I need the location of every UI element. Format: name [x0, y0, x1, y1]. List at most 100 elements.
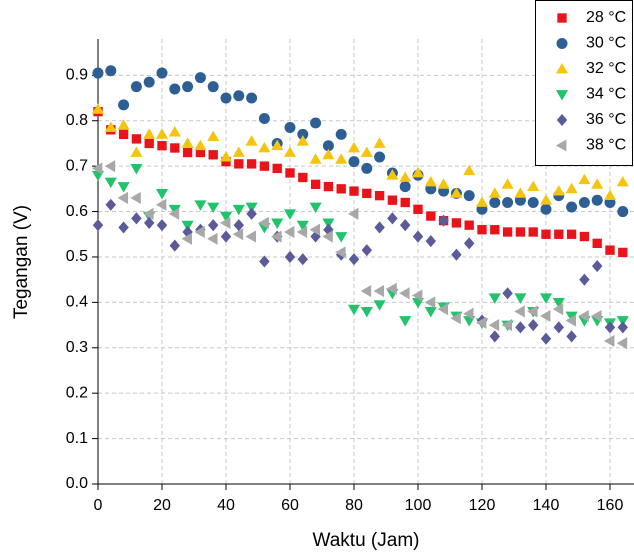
marker [91, 162, 103, 175]
marker [463, 190, 475, 202]
marker [220, 230, 232, 243]
marker [118, 99, 130, 111]
marker [207, 232, 218, 245]
marker [296, 135, 309, 146]
marker [617, 321, 629, 334]
x-tick-label: 140 [533, 497, 560, 514]
marker [298, 172, 308, 183]
marker [155, 188, 169, 200]
marker [515, 321, 526, 334]
x-tick-label: 160 [597, 497, 624, 514]
marker [591, 259, 603, 273]
marker [450, 187, 463, 198]
marker [245, 135, 258, 146]
marker [514, 305, 525, 318]
marker [194, 200, 207, 211]
marker [284, 122, 296, 134]
marker [181, 232, 192, 245]
marker [515, 227, 526, 237]
marker [489, 196, 501, 208]
marker [592, 238, 602, 249]
marker [477, 225, 487, 235]
marker [527, 319, 539, 332]
marker [182, 81, 194, 93]
marker [616, 337, 628, 350]
legend-label: 28 °C [586, 9, 626, 26]
marker [130, 191, 141, 204]
marker [425, 235, 437, 248]
marker [386, 169, 399, 180]
marker [283, 225, 295, 239]
marker [347, 207, 359, 220]
marker [195, 147, 206, 158]
marker [130, 164, 143, 175]
marker [565, 314, 576, 327]
marker [322, 140, 334, 152]
marker [617, 206, 629, 218]
marker [451, 248, 462, 261]
marker [424, 307, 437, 318]
marker [540, 332, 552, 345]
legend-label: 34 °C [586, 86, 626, 103]
marker [488, 187, 501, 198]
y-tick-label: 0.4 [66, 294, 88, 311]
marker [104, 160, 116, 173]
marker [219, 151, 233, 162]
marker [373, 137, 386, 148]
marker [426, 211, 436, 221]
marker [591, 309, 602, 323]
y-tick-label: 0.0 [66, 475, 88, 492]
marker [374, 221, 385, 234]
legend-label: 30 °C [586, 35, 626, 52]
marker [437, 303, 448, 316]
marker [284, 250, 296, 264]
marker [463, 307, 474, 320]
marker [246, 159, 257, 169]
marker [399, 171, 412, 182]
x-axis-title: Waktu (Jam) [313, 530, 420, 551]
marker [335, 153, 348, 164]
marker [437, 178, 450, 189]
marker [155, 128, 169, 139]
marker [566, 201, 578, 213]
marker [258, 141, 271, 153]
marker [557, 13, 567, 23]
marker [143, 76, 155, 88]
marker [514, 293, 527, 304]
marker [349, 186, 359, 196]
marker [488, 293, 501, 304]
legend-label: 38 °C [586, 137, 626, 154]
y-tick-label: 0.5 [66, 248, 88, 265]
marker [616, 175, 629, 187]
marker [336, 184, 346, 194]
marker [565, 311, 578, 323]
marker [233, 219, 245, 232]
marker [373, 300, 386, 311]
marker [552, 185, 565, 196]
marker [603, 334, 615, 348]
marker [130, 146, 143, 157]
marker [579, 273, 590, 286]
marker [411, 289, 423, 302]
marker [92, 67, 104, 79]
marker [169, 83, 181, 95]
marker [488, 319, 500, 332]
marker [556, 38, 568, 49]
marker [605, 245, 615, 255]
marker [322, 230, 333, 243]
marker [555, 62, 569, 74]
marker [399, 219, 411, 232]
marker [157, 141, 167, 151]
x-tick-label: 80 [345, 497, 363, 514]
marker [271, 139, 284, 151]
x-tick-label: 60 [281, 497, 299, 514]
marker [285, 168, 295, 178]
marker [208, 150, 218, 160]
marker [424, 296, 436, 309]
marker [540, 203, 552, 215]
marker [555, 90, 569, 101]
marker [310, 230, 321, 243]
marker [578, 173, 591, 185]
marker [143, 207, 154, 220]
marker [105, 65, 117, 77]
